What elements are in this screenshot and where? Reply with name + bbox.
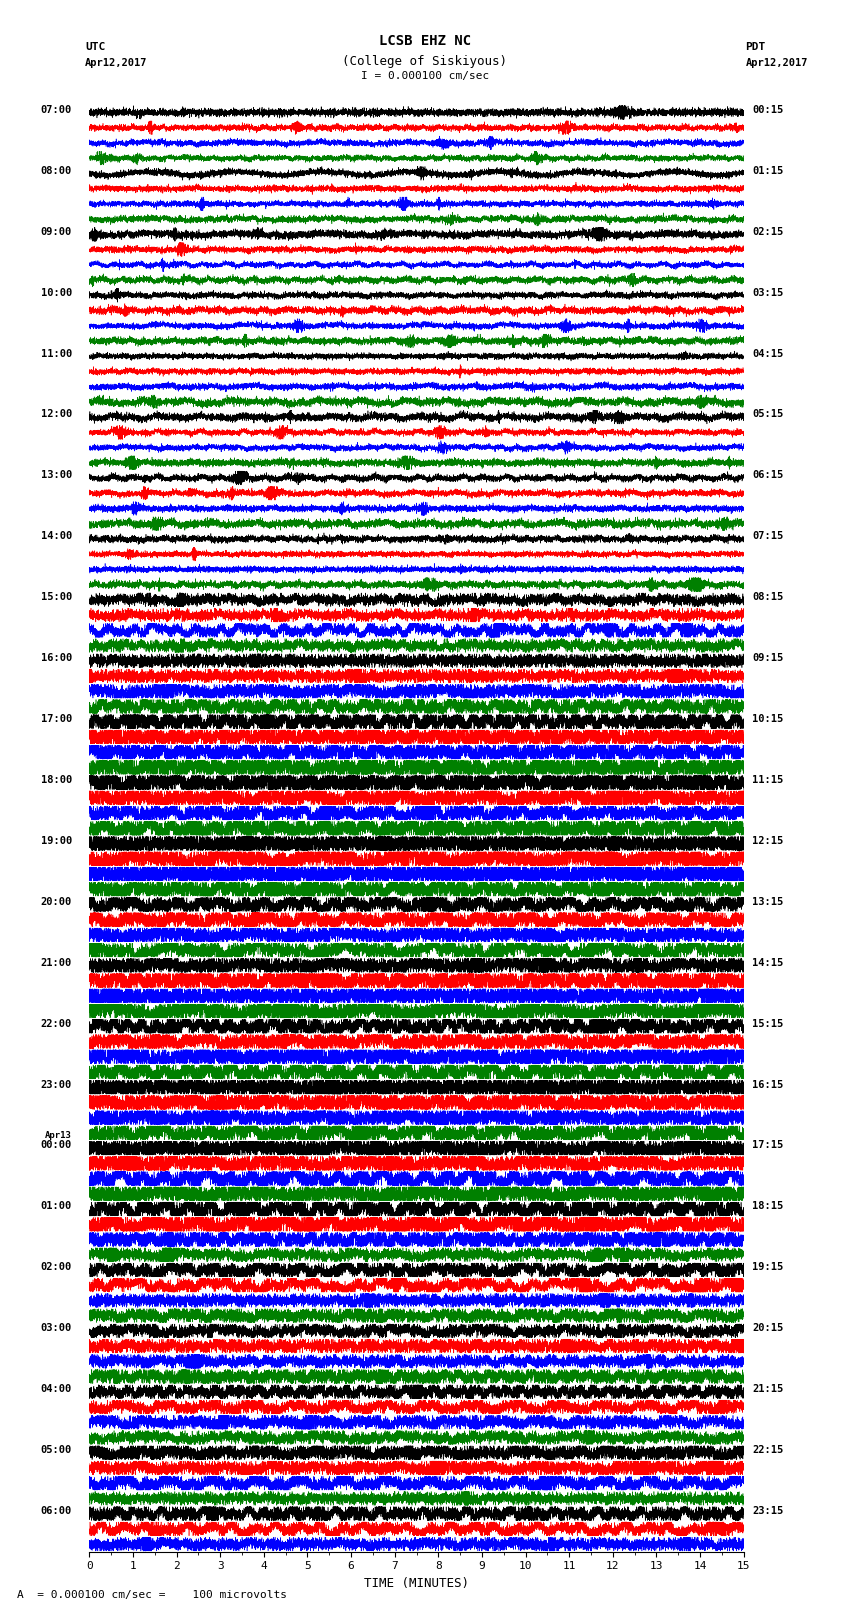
Text: 09:00: 09:00 bbox=[41, 227, 71, 237]
Text: Apr12,2017: Apr12,2017 bbox=[745, 58, 808, 68]
Text: 03:15: 03:15 bbox=[752, 287, 784, 298]
Text: 01:00: 01:00 bbox=[41, 1202, 71, 1211]
Text: Apr13: Apr13 bbox=[45, 1131, 71, 1140]
Text: 00:15: 00:15 bbox=[752, 105, 784, 115]
Text: 15:00: 15:00 bbox=[41, 592, 71, 602]
Text: 14:00: 14:00 bbox=[41, 531, 71, 542]
Text: 20:15: 20:15 bbox=[752, 1323, 784, 1334]
Text: 04:00: 04:00 bbox=[41, 1384, 71, 1394]
Text: 12:00: 12:00 bbox=[41, 410, 71, 419]
Text: 15:15: 15:15 bbox=[752, 1019, 784, 1029]
Text: LCSB EHZ NC: LCSB EHZ NC bbox=[379, 34, 471, 48]
Text: 17:15: 17:15 bbox=[752, 1140, 784, 1150]
Text: 05:15: 05:15 bbox=[752, 410, 784, 419]
Text: 17:00: 17:00 bbox=[41, 715, 71, 724]
Text: 23:15: 23:15 bbox=[752, 1507, 784, 1516]
Text: 23:00: 23:00 bbox=[41, 1079, 71, 1089]
Text: 06:15: 06:15 bbox=[752, 471, 784, 481]
Text: 22:15: 22:15 bbox=[752, 1445, 784, 1455]
Text: 18:00: 18:00 bbox=[41, 774, 71, 786]
Text: 14:15: 14:15 bbox=[752, 958, 784, 968]
Text: UTC: UTC bbox=[85, 42, 105, 52]
Text: 10:15: 10:15 bbox=[752, 715, 784, 724]
Text: 08:00: 08:00 bbox=[41, 166, 71, 176]
Text: 22:00: 22:00 bbox=[41, 1019, 71, 1029]
Text: 07:15: 07:15 bbox=[752, 531, 784, 542]
Text: 16:15: 16:15 bbox=[752, 1079, 784, 1089]
Text: 02:00: 02:00 bbox=[41, 1263, 71, 1273]
Text: 03:00: 03:00 bbox=[41, 1323, 71, 1334]
Text: 08:15: 08:15 bbox=[752, 592, 784, 602]
Text: 13:15: 13:15 bbox=[752, 897, 784, 907]
Text: 16:00: 16:00 bbox=[41, 653, 71, 663]
X-axis label: TIME (MINUTES): TIME (MINUTES) bbox=[364, 1578, 469, 1590]
Text: A  = 0.000100 cm/sec =    100 microvolts: A = 0.000100 cm/sec = 100 microvolts bbox=[17, 1590, 287, 1600]
Text: I = 0.000100 cm/sec: I = 0.000100 cm/sec bbox=[361, 71, 489, 81]
Text: 07:00: 07:00 bbox=[41, 105, 71, 115]
Text: 19:00: 19:00 bbox=[41, 836, 71, 845]
Text: 06:00: 06:00 bbox=[41, 1507, 71, 1516]
Text: 09:15: 09:15 bbox=[752, 653, 784, 663]
Text: Apr12,2017: Apr12,2017 bbox=[85, 58, 148, 68]
Text: 01:15: 01:15 bbox=[752, 166, 784, 176]
Text: 12:15: 12:15 bbox=[752, 836, 784, 845]
Text: 11:00: 11:00 bbox=[41, 348, 71, 358]
Text: (College of Siskiyous): (College of Siskiyous) bbox=[343, 55, 507, 68]
Text: 19:15: 19:15 bbox=[752, 1263, 784, 1273]
Text: 18:15: 18:15 bbox=[752, 1202, 784, 1211]
Text: 04:15: 04:15 bbox=[752, 348, 784, 358]
Text: 05:00: 05:00 bbox=[41, 1445, 71, 1455]
Text: 10:00: 10:00 bbox=[41, 287, 71, 298]
Text: 21:15: 21:15 bbox=[752, 1384, 784, 1394]
Text: 21:00: 21:00 bbox=[41, 958, 71, 968]
Text: 13:00: 13:00 bbox=[41, 471, 71, 481]
Text: 11:15: 11:15 bbox=[752, 774, 784, 786]
Text: 20:00: 20:00 bbox=[41, 897, 71, 907]
Text: 02:15: 02:15 bbox=[752, 227, 784, 237]
Text: 00:00: 00:00 bbox=[41, 1140, 71, 1150]
Text: PDT: PDT bbox=[745, 42, 766, 52]
